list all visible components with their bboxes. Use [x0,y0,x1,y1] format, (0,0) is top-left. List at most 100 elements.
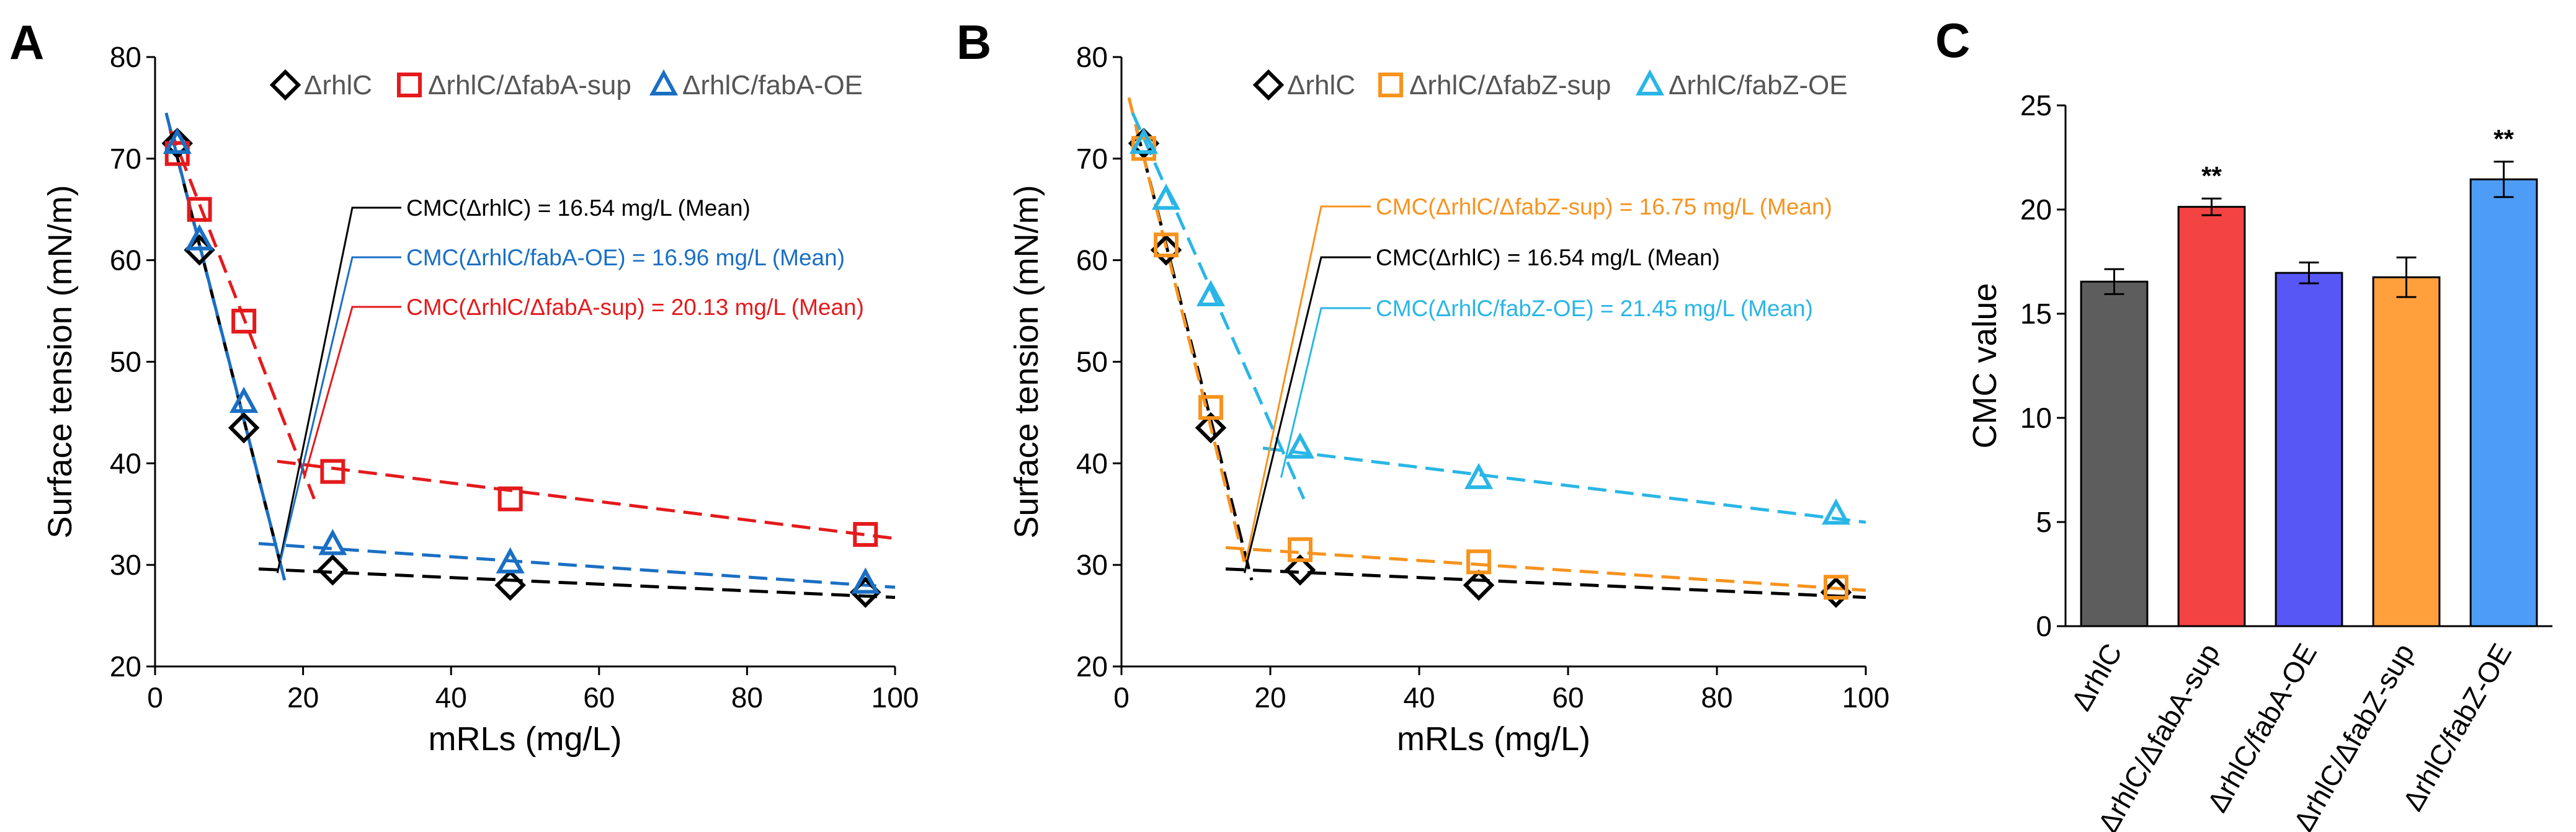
y-tick-label: 30 [110,549,141,581]
fit-line [258,542,896,589]
cmc-annotation: CMC(ΔrhlC/fabA-OE) = 16.96 mg/L (Mean) [406,245,845,270]
y-tick-label: 10 [2020,402,2052,434]
legend-marker [269,69,301,101]
x-tick-label: 40 [435,681,467,714]
fit-line [168,127,316,500]
legend-marker [1635,69,1665,95]
data-point [1464,462,1494,489]
y-tick-label: 20 [110,650,141,683]
panel-b: B CMC(ΔrhlC/ΔfabZ-sup) = 16.75 mg/L (Mea… [956,15,1889,758]
legend-marker [1252,69,1285,101]
annotation-leader-line [1280,307,1371,478]
data-point [231,308,257,334]
data-point [1198,395,1223,420]
legend-label: ΔrhlC/fabA-OE [682,70,863,100]
legend-label: ΔrhlC/ΔfabA-sup [428,70,631,100]
data-point [1284,554,1316,586]
data-point [1466,549,1491,575]
data-point [161,128,194,159]
cmc-annotation: CMC(ΔrhlC/ΔfabA-sup) = 20.13 mg/L (Mean) [406,294,864,320]
annotation-leader-line [279,256,401,561]
cmc-annotation: CMC(ΔrhlC/ΔfabZ-sup) = 16.75 mg/L (Mean) [1376,194,1832,219]
y-tick-label: 50 [1076,346,1108,378]
bar [2469,178,2538,627]
data-point [1151,184,1181,210]
bar [2372,276,2441,627]
data-point [1288,537,1313,562]
y-tick-label: 40 [110,447,141,479]
y-tick-label: 20 [2020,193,2052,226]
x-tick-label: 100 [871,681,919,714]
bar [2177,206,2246,627]
data-point [851,567,880,594]
y-tick-label: 70 [1076,143,1108,175]
fit-line [1225,546,1866,592]
data-point [1463,569,1495,601]
x-tick-label: 100 [1842,681,1890,714]
significance-marker: ** [2201,161,2222,190]
annotation-leader-line [1245,205,1371,560]
y-tick-label: 5 [2036,506,2052,538]
x-tick-label: 60 [1552,681,1584,714]
data-point [1196,280,1226,307]
legend-marker [649,69,679,95]
significance-marker: ** [2494,125,2514,154]
data-point [494,569,526,601]
y-tick-label: 60 [110,244,141,277]
fit-line [1131,112,1306,500]
fit-line [1225,567,1866,600]
y-axis-label: Surface tension (mN/m) [1008,185,1045,538]
x-axis-label: mRLs (mg/L) [428,720,622,758]
annotation-leader-line [276,206,401,573]
cmc-annotation: CMC(ΔrhlC/fabZ-OE) = 21.45 mg/L (Mean) [1376,296,1813,321]
data-point [1824,575,1848,600]
bar [2080,280,2149,627]
y-axis-label: CMC value [1966,283,2003,448]
data-point [497,486,523,511]
cmc-annotation: CMC(ΔrhlC) = 16.54 mg/L (Mean) [1376,245,1720,270]
fit-line [1262,446,1866,524]
x-tick-label: 40 [1403,681,1435,714]
data-point [185,224,214,250]
cmc-annotation: CMC(ΔrhlC) = 16.54 mg/L (Mean) [406,195,751,221]
panel-c: C ΔrhlC**ΔrhlC/ΔfabA-supΔrhlC/fabA-OEΔrh… [1935,13,2552,832]
y-tick-label: 15 [2020,298,2052,330]
y-tick-label: 0 [2036,610,2052,642]
data-point [1129,127,1159,154]
x-tick-label: 20 [1254,681,1286,714]
annotation-leader-line [1244,256,1371,573]
x-axis-label: mRLs (mg/L) [1397,720,1590,758]
x-tick-label: 20 [287,681,319,714]
y-tick-label: 20 [1076,650,1108,683]
panel-a: A CMC(ΔrhlC) = 16.54 mg/L (Mean) CMC(Δrhl… [9,15,919,758]
y-tick-label: 40 [1076,447,1108,479]
bar [2275,272,2343,627]
panel-a-label: A [9,15,44,69]
y-tick-label: 70 [110,143,141,175]
y-tick-label: 80 [1076,41,1108,73]
data-point [230,386,259,414]
legend-label: ΔrhlC/ΔfabZ-sup [1409,70,1611,100]
fit-line [277,459,896,541]
legend-label: ΔrhlC/fabZ-OE [1669,70,1848,100]
data-point [320,459,345,484]
x-tick-label: 0 [147,681,163,714]
y-tick-label: 80 [110,41,141,73]
legend-marker [1378,73,1403,97]
x-tick-label: 80 [1701,681,1732,714]
data-point [1195,412,1227,444]
data-point [1154,232,1179,258]
x-tick-label: 80 [731,681,763,714]
data-point [317,554,349,586]
data-point [1285,432,1315,459]
data-point [318,529,347,555]
x-tick-label: 60 [583,681,615,714]
data-point [187,197,212,222]
fit-line [258,567,896,600]
y-tick-label: 60 [1076,244,1108,277]
data-point [228,412,260,444]
annotation-leader-line [303,306,401,479]
panel-c-label: C [1935,13,1970,68]
y-tick-label: 30 [1076,549,1108,581]
data-point [853,522,878,547]
